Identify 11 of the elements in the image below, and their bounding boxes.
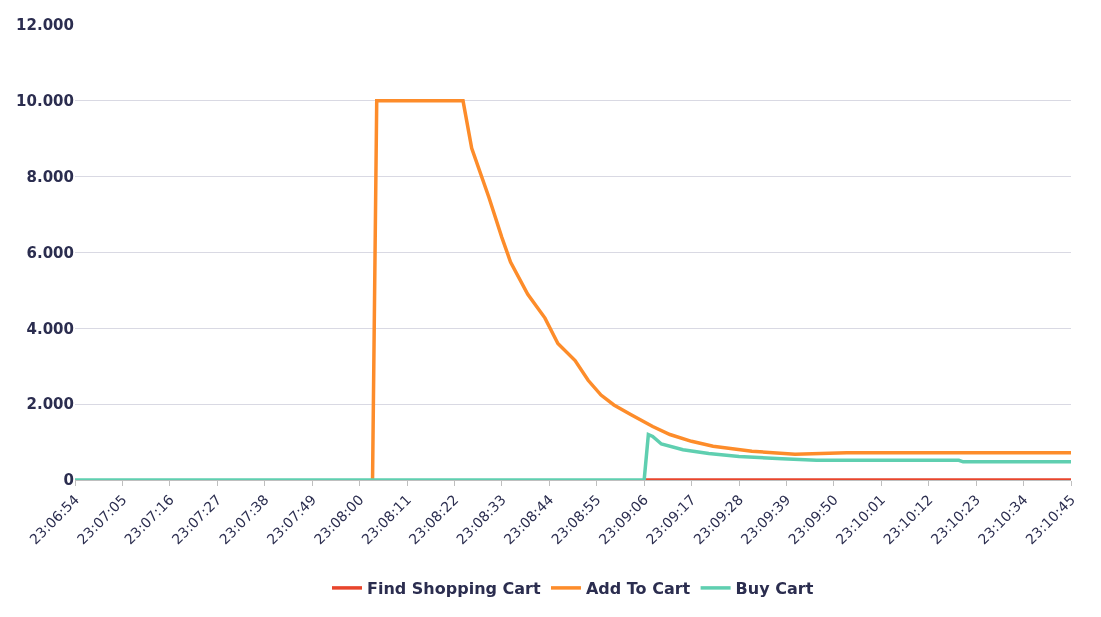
legend-label: Buy Cart [735,579,814,599]
legend-label: Find Shopping Cart [367,579,541,599]
y-tick-label: 10.000 [16,92,74,111]
y-tick-label: 12.000 [16,16,74,35]
line-series [370,99,1071,480]
y-tick-label: 8.000 [26,167,74,186]
y-tick-label: 4.000 [26,319,74,338]
y-tick-label: 2.000 [26,395,74,414]
y-tick-label: 6.000 [26,243,74,262]
y-tick-label: 0 [63,471,74,490]
legend-label: Add To Cart [585,579,691,599]
